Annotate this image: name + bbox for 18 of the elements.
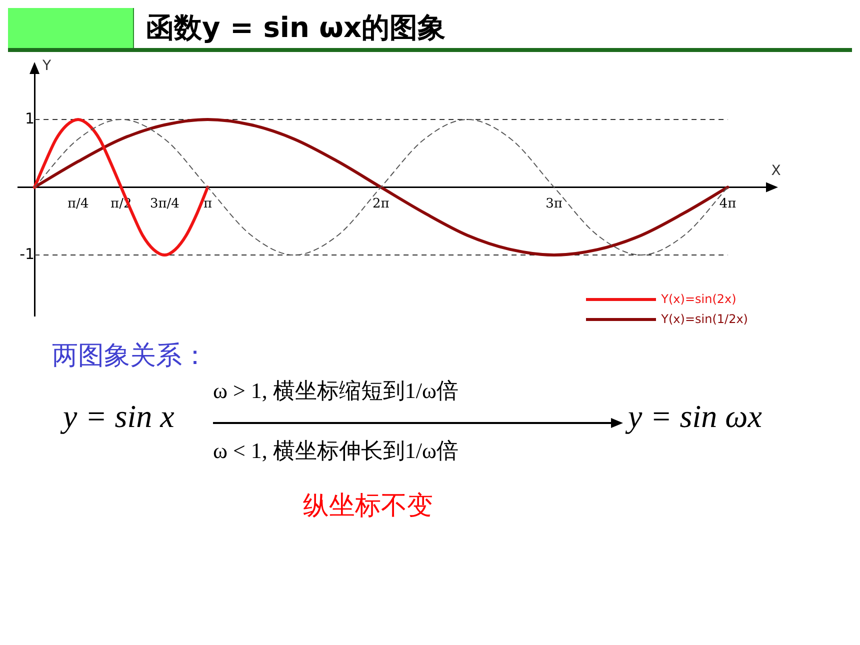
text: Y(x)=sin(1/2x): [661, 312, 748, 326]
y-tick-label: -1: [20, 244, 35, 263]
x-tick-label: 3π/4: [150, 196, 180, 212]
x-tick-label: π: [203, 196, 212, 212]
x-tick-label: 4π: [719, 196, 737, 212]
x-tick-label: 2π: [372, 196, 390, 212]
y-axis-title: Y: [42, 58, 52, 74]
x-tick-label: π/4: [68, 196, 89, 212]
line-series: [33, 118, 210, 256]
chart-title: 函数y = sin ωx的图象: [145, 10, 446, 46]
text: 纵坐标不变: [303, 490, 433, 523]
text: Y(x)=sin(2x): [661, 292, 736, 306]
text: ω < 1, 横坐标伸长到1/ω倍: [213, 437, 458, 465]
text: 两图象关系：: [52, 340, 208, 373]
y-tick-label: 1: [24, 109, 35, 128]
x-axis-title: X: [771, 163, 782, 180]
x-tick-label: 3π: [546, 196, 563, 212]
text: ω > 1, 横坐标缩短到1/ω倍: [213, 377, 458, 405]
